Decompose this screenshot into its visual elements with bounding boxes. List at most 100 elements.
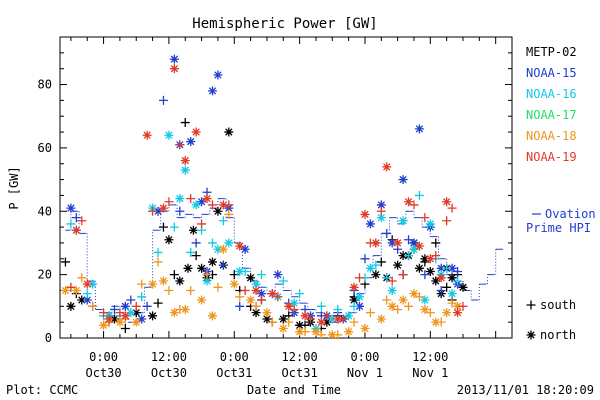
marker-north [453, 301, 463, 311]
marker-north [188, 225, 198, 235]
marker-north [360, 323, 370, 333]
marker-south [382, 228, 392, 238]
marker-south [442, 282, 452, 292]
marker-north [284, 301, 294, 311]
marker-south [169, 222, 179, 232]
marker-north [344, 311, 354, 321]
x-tick-label-time: 0:00 [351, 350, 380, 364]
marker-north [398, 175, 408, 185]
marker-north [349, 295, 359, 305]
marker-south [66, 282, 76, 292]
marker-south [218, 260, 228, 270]
marker-north [425, 266, 435, 276]
marker-north [371, 238, 381, 248]
marker-north [164, 130, 174, 140]
marker-south [349, 301, 359, 311]
marker-north [431, 317, 441, 327]
marker-south [420, 270, 430, 280]
marker-north [197, 197, 207, 207]
marker-north [360, 209, 370, 219]
marker-south [131, 301, 141, 311]
marker-north [120, 301, 130, 311]
x-tick-label-date: Nov 1 [412, 366, 448, 380]
marker-north [169, 308, 179, 318]
marker-south [295, 289, 305, 299]
marker-south [109, 304, 119, 314]
marker-south [322, 311, 332, 321]
marker-north [175, 276, 185, 286]
marker-south [442, 216, 452, 226]
marker-north [115, 317, 125, 327]
marker-south [376, 257, 386, 267]
marker-north [262, 314, 272, 324]
marker-north [224, 127, 234, 137]
marker-north [262, 308, 272, 318]
marker-north [235, 266, 245, 276]
marker-north [376, 200, 386, 210]
marker-north [436, 263, 446, 273]
marker-north [425, 254, 435, 264]
marker-north [66, 203, 76, 213]
x-tick-label-date: Nov 1 [347, 366, 383, 380]
marker-north [169, 64, 179, 74]
marker-north [278, 323, 288, 333]
marker-south [442, 263, 452, 273]
marker-north [365, 263, 375, 273]
marker-south [431, 238, 441, 248]
marker-north [442, 308, 452, 318]
x-tick-label-date: Oct31 [282, 366, 318, 380]
marker-north [404, 197, 414, 207]
marker-south [235, 301, 245, 311]
marker-north [99, 320, 109, 330]
x-tick-label-time: 12:00 [151, 350, 187, 364]
marker-north [409, 289, 419, 299]
legend-entry: NOAA-17 [526, 108, 577, 122]
marker-north [409, 244, 419, 254]
marker-south [158, 222, 168, 232]
marker-south [235, 292, 245, 302]
marker-south [99, 308, 109, 318]
marker-north [393, 260, 403, 270]
marker-north [240, 244, 250, 254]
y-axis: 0 20 40 60 80 [38, 36, 512, 345]
marker-north [316, 317, 326, 327]
marker-north [169, 54, 179, 64]
marker-north [180, 304, 190, 314]
marker-north [131, 308, 141, 318]
legend: METP-02 NOAA-15 NOAA-16 NOAA-17 NOAA-18 NOAA-… [526, 45, 596, 342]
marker-north [387, 285, 397, 295]
marker-south [153, 247, 163, 257]
marker-south [213, 282, 223, 292]
marker-north [398, 295, 408, 305]
marker-north [202, 276, 212, 286]
footer-left: Plot: CCMC [6, 383, 78, 397]
marker-south [77, 273, 87, 283]
legend-entry: NOAA-16 [526, 87, 577, 101]
legend-marker-north: south [540, 298, 576, 312]
marker-south [224, 209, 234, 219]
y-tick-label: 40 [38, 204, 52, 218]
marker-south [284, 317, 294, 327]
marker-north [137, 314, 147, 324]
marker-north [349, 282, 359, 292]
marker-south [186, 285, 196, 295]
marker-north [88, 279, 98, 289]
marker-south [376, 206, 386, 216]
x-tick-label-time: 0:00 [220, 350, 249, 364]
footer-right: 2013/11/01 18:20:09 [457, 383, 594, 397]
marker-north [71, 285, 81, 295]
marker-north [142, 130, 152, 140]
marker-south [458, 301, 468, 311]
marker-north [71, 225, 81, 235]
marker-north [120, 311, 130, 321]
marker-north [158, 203, 168, 213]
marker-north [158, 276, 168, 286]
marker-north [442, 197, 452, 207]
marker-north [398, 216, 408, 226]
marker-north [183, 263, 193, 273]
marker-north [251, 285, 261, 295]
marker-south [77, 216, 87, 226]
marker-north [365, 219, 375, 229]
marker-south [251, 301, 261, 311]
marker-north [398, 251, 408, 261]
